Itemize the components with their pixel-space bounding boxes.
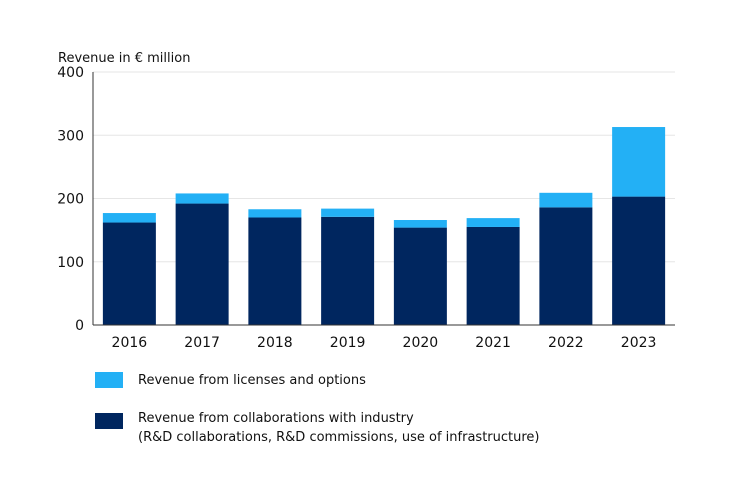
y-tick-label-100: 100 xyxy=(57,255,84,271)
bar-2019-collaborations xyxy=(321,216,375,325)
bar-2018-licenses xyxy=(248,209,302,218)
legend-label-collaborations-line2: (R&D collaborations, R&D commissions, us… xyxy=(138,430,540,445)
bar-2021-licenses xyxy=(466,218,520,227)
x-tick-label-2016: 2016 xyxy=(112,335,148,351)
y-tick-label-200: 200 xyxy=(57,192,84,208)
bar-2016-collaborations xyxy=(102,222,156,325)
x-tick-label-2020: 2020 xyxy=(403,335,439,351)
bar-2022-licenses xyxy=(539,192,593,208)
bar-2023-licenses xyxy=(612,127,666,197)
y-tick-label-0: 0 xyxy=(75,318,84,334)
bar-2016-licenses xyxy=(102,213,156,223)
bar-2017-licenses xyxy=(175,193,229,204)
bar-2017-collaborations xyxy=(175,203,229,325)
legend-label-collaborations-line1: Revenue from collaborations with industr… xyxy=(138,411,414,426)
bar-2018-collaborations xyxy=(248,217,302,325)
bar-2019-licenses xyxy=(321,208,375,217)
x-tick-label-2023: 2023 xyxy=(621,335,657,351)
legend-label-licenses: Revenue from licenses and options xyxy=(138,373,366,388)
bar-2023-collaborations xyxy=(612,196,666,325)
x-tick-label-2018: 2018 xyxy=(257,335,293,351)
bar-2020-licenses xyxy=(393,220,447,228)
bar-2020-collaborations xyxy=(393,227,447,325)
x-tick-label-2021: 2021 xyxy=(475,335,511,351)
bar-2021-collaborations xyxy=(466,226,520,325)
x-tick-label-2019: 2019 xyxy=(330,335,366,351)
y-tick-label-400: 400 xyxy=(57,65,84,81)
y-tick-label-300: 300 xyxy=(57,128,84,144)
y-axis-label: Revenue in € million xyxy=(58,51,191,66)
x-tick-label-2022: 2022 xyxy=(548,335,584,351)
bar-2022-collaborations xyxy=(539,207,593,325)
legend-swatch-licenses xyxy=(95,372,123,388)
legend-swatch-collaborations xyxy=(95,413,123,429)
x-tick-label-2017: 2017 xyxy=(184,335,220,351)
